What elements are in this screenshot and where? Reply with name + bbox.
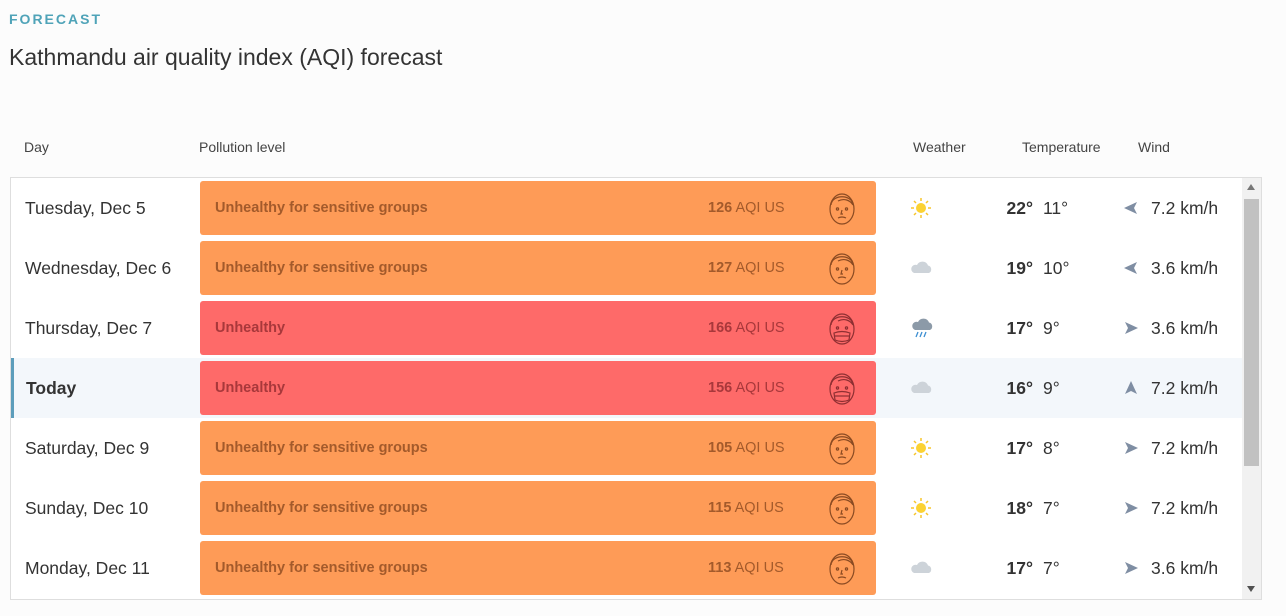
- cloud-icon: [911, 561, 932, 573]
- pollution-bar: Unhealthy 156 AQI US: [200, 361, 876, 415]
- page-title: Kathmandu air quality index (AQI) foreca…: [9, 44, 443, 70]
- cloud-icon: [911, 261, 932, 273]
- temperature: 19° 10°: [1006, 258, 1070, 278]
- temperature: 17° 9°: [1006, 318, 1060, 338]
- face-neutral-icon: [829, 553, 855, 585]
- face-neutral-icon: [829, 493, 855, 525]
- sun-icon: [911, 498, 931, 518]
- forecast-row[interactable]: Wednesday, Dec 6 Unhealthy for sensitive…: [11, 238, 1242, 298]
- pollution-level-label: Unhealthy: [215, 380, 286, 396]
- pollution-bar: Unhealthy 166 AQI US: [200, 301, 876, 355]
- forecast-row[interactable]: Monday, Dec 11 Unhealthy for sensitive g…: [11, 538, 1242, 598]
- wind-speed: 7.2 km/h: [1151, 198, 1219, 218]
- pollution-bar: Unhealthy for sensitive groups 115 AQI U…: [200, 481, 876, 535]
- sun-icon: [911, 198, 931, 218]
- pollution-level-label: Unhealthy for sensitive groups: [215, 500, 428, 516]
- aqi-value: 113 AQI US: [708, 560, 784, 576]
- pollution-level-label: Unhealthy: [215, 320, 286, 336]
- forecast-row-today[interactable]: Today Unhealthy 156 AQI US 16° 9° 7.2 km/…: [11, 358, 1242, 418]
- column-header-wind: Wind: [1138, 139, 1170, 155]
- day-label: Tuesday, Dec 5: [25, 198, 146, 218]
- temperature: 17° 8°: [1006, 438, 1060, 458]
- cloud-icon: [911, 381, 932, 393]
- pollution-bar: Unhealthy for sensitive groups 126 AQI U…: [200, 181, 876, 235]
- forecast-row[interactable]: Tuesday, Dec 5 Unhealthy for sensitive g…: [11, 178, 1242, 238]
- temperature: 22° 11°: [1006, 198, 1069, 218]
- forecast-table: Tuesday, Dec 5 Unhealthy for sensitive g…: [10, 177, 1262, 600]
- aqi-value: 166 AQI US: [708, 320, 785, 336]
- aqi-value: 105 AQI US: [708, 440, 785, 456]
- face-mask-icon: [829, 373, 855, 405]
- day-label: Today: [26, 378, 77, 398]
- wind-direction-right-icon: [1125, 322, 1138, 334]
- pollution-level-label: Unhealthy for sensitive groups: [215, 560, 428, 576]
- aqi-value: 115 AQI US: [708, 500, 784, 516]
- forecast-row[interactable]: Thursday, Dec 7 Unhealthy 166 AQI US 17°…: [11, 298, 1242, 358]
- section-eyebrow: FORECAST: [9, 11, 102, 27]
- scroll-down-arrow-icon[interactable]: [1247, 586, 1255, 592]
- wind-speed: 3.6 km/h: [1151, 558, 1219, 578]
- aqi-value: 127 AQI US: [708, 260, 785, 276]
- pollution-bar: Unhealthy for sensitive groups 105 AQI U…: [200, 421, 876, 475]
- face-neutral-icon: [829, 253, 855, 285]
- vertical-scrollbar[interactable]: [1242, 178, 1261, 599]
- wind-speed: 7.2 km/h: [1151, 498, 1219, 518]
- column-header-pollution: Pollution level: [199, 139, 286, 155]
- day-label: Wednesday, Dec 6: [25, 258, 172, 278]
- sun-icon: [911, 438, 931, 458]
- temperature: 17° 7°: [1006, 558, 1060, 578]
- wind-direction-left-icon: [1124, 202, 1137, 214]
- column-header-temperature: Temperature: [1022, 139, 1101, 155]
- face-neutral-icon: [829, 193, 855, 225]
- wind-direction-right-icon: [1125, 562, 1138, 574]
- day-label: Saturday, Dec 9: [25, 438, 150, 458]
- rain-cloud-icon: [912, 318, 933, 338]
- wind-direction-right-icon: [1125, 442, 1138, 454]
- wind-direction-up-icon: [1125, 381, 1137, 394]
- day-label: Monday, Dec 11: [25, 558, 150, 578]
- wind-speed: 7.2 km/h: [1151, 378, 1219, 398]
- face-neutral-icon: [829, 433, 855, 465]
- wind-direction-right-icon: [1125, 502, 1138, 514]
- column-header-weather: Weather: [913, 139, 966, 155]
- day-label: Thursday, Dec 7: [25, 318, 153, 338]
- wind-speed: 3.6 km/h: [1151, 258, 1219, 278]
- pollution-level-label: Unhealthy for sensitive groups: [215, 200, 428, 216]
- pollution-bar: Unhealthy for sensitive groups 113 AQI U…: [200, 541, 876, 595]
- temperature: 16° 9°: [1006, 378, 1060, 398]
- day-label: Sunday, Dec 10: [25, 498, 149, 518]
- forecast-row[interactable]: Saturday, Dec 9 Unhealthy for sensitive …: [11, 418, 1242, 478]
- face-mask-icon: [829, 313, 855, 345]
- wind-speed: 3.6 km/h: [1151, 318, 1219, 338]
- column-header-day: Day: [24, 139, 49, 155]
- wind-direction-left-icon: [1124, 262, 1137, 274]
- aqi-value: 126 AQI US: [708, 200, 785, 216]
- scroll-up-arrow-icon[interactable]: [1247, 184, 1255, 190]
- pollution-bar: Unhealthy for sensitive groups 127 AQI U…: [200, 241, 876, 295]
- pollution-level-label: Unhealthy for sensitive groups: [215, 260, 428, 276]
- aqi-value: 156 AQI US: [708, 380, 785, 396]
- temperature: 18° 7°: [1006, 498, 1060, 518]
- wind-speed: 7.2 km/h: [1151, 438, 1219, 458]
- scrollbar-thumb[interactable]: [1244, 199, 1259, 466]
- pollution-level-label: Unhealthy for sensitive groups: [215, 440, 428, 456]
- forecast-row[interactable]: Sunday, Dec 10 Unhealthy for sensitive g…: [11, 478, 1242, 538]
